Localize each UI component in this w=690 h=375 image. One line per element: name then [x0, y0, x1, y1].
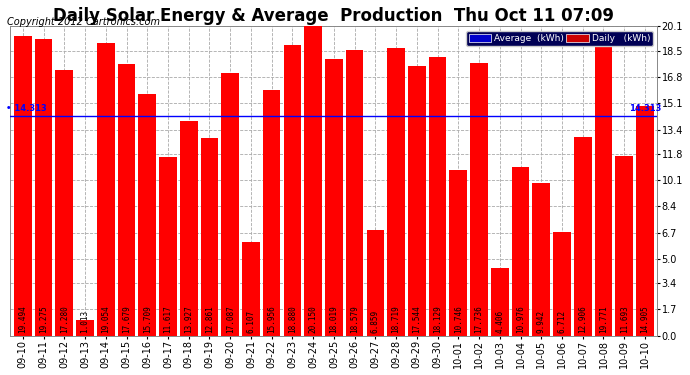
Text: 14.905: 14.905	[640, 306, 649, 333]
Title: Daily Solar Energy & Average  Production  Thu Oct 11 07:09: Daily Solar Energy & Average Production …	[53, 7, 614, 25]
Text: 20.150: 20.150	[308, 306, 317, 333]
Bar	[574, 137, 591, 336]
Text: 17.736: 17.736	[475, 306, 484, 333]
Text: • 14.313: • 14.313	[6, 104, 47, 113]
Text: 4.406: 4.406	[495, 310, 504, 333]
Text: 18.719: 18.719	[392, 306, 401, 333]
Bar	[615, 156, 633, 336]
Bar	[118, 64, 135, 336]
Text: 17.544: 17.544	[413, 306, 422, 333]
Bar	[221, 73, 239, 336]
Bar	[553, 232, 571, 336]
Bar	[242, 242, 259, 336]
Bar	[595, 32, 612, 336]
Bar	[387, 48, 405, 336]
Bar	[97, 43, 115, 336]
Text: 12.861: 12.861	[205, 306, 214, 333]
Text: 6.107: 6.107	[246, 310, 255, 333]
Text: 6.859: 6.859	[371, 310, 380, 333]
Text: 17.087: 17.087	[226, 306, 235, 333]
Bar	[533, 183, 550, 336]
Text: 10.976: 10.976	[516, 306, 525, 333]
Bar	[159, 157, 177, 336]
Text: 15.956: 15.956	[267, 306, 276, 333]
Bar	[180, 122, 197, 336]
Legend: Average  (kWh), Daily   (kWh): Average (kWh), Daily (kWh)	[466, 31, 653, 46]
Bar	[55, 70, 73, 336]
Bar	[491, 268, 509, 336]
Bar	[76, 320, 94, 336]
Bar	[139, 94, 156, 336]
Bar	[346, 50, 364, 336]
Text: 18.579: 18.579	[350, 306, 359, 333]
Text: 9.942: 9.942	[537, 310, 546, 333]
Bar	[304, 26, 322, 336]
Text: 19.275: 19.275	[39, 306, 48, 333]
Text: 11.617: 11.617	[164, 306, 172, 333]
Bar	[284, 45, 302, 336]
Text: 14.313: 14.313	[629, 104, 662, 113]
Bar	[470, 63, 488, 336]
Bar	[408, 66, 426, 336]
Bar	[512, 167, 529, 336]
Text: 18.129: 18.129	[433, 306, 442, 333]
Text: 12.906: 12.906	[578, 306, 587, 333]
Text: 1.013: 1.013	[81, 310, 90, 333]
Text: 15.709: 15.709	[143, 306, 152, 333]
Text: Copyright 2012 Cartronics.com: Copyright 2012 Cartronics.com	[7, 17, 160, 27]
Text: 19.494: 19.494	[19, 306, 28, 333]
Bar	[263, 90, 280, 336]
Text: 17.679: 17.679	[122, 306, 131, 333]
Text: 13.927: 13.927	[184, 306, 193, 333]
Bar	[201, 138, 218, 336]
Bar	[34, 39, 52, 336]
Text: 19.054: 19.054	[101, 306, 110, 333]
Text: 18.019: 18.019	[329, 306, 338, 333]
Text: 19.771: 19.771	[599, 306, 608, 333]
Bar	[366, 230, 384, 336]
Bar	[428, 57, 446, 336]
Text: 11.693: 11.693	[620, 306, 629, 333]
Text: 17.280: 17.280	[60, 306, 69, 333]
Text: 6.712: 6.712	[558, 310, 566, 333]
Bar	[325, 58, 343, 336]
Bar	[449, 170, 467, 336]
Bar	[14, 36, 32, 336]
Bar	[636, 106, 653, 336]
Text: 10.746: 10.746	[454, 306, 463, 333]
Text: 18.880: 18.880	[288, 306, 297, 333]
